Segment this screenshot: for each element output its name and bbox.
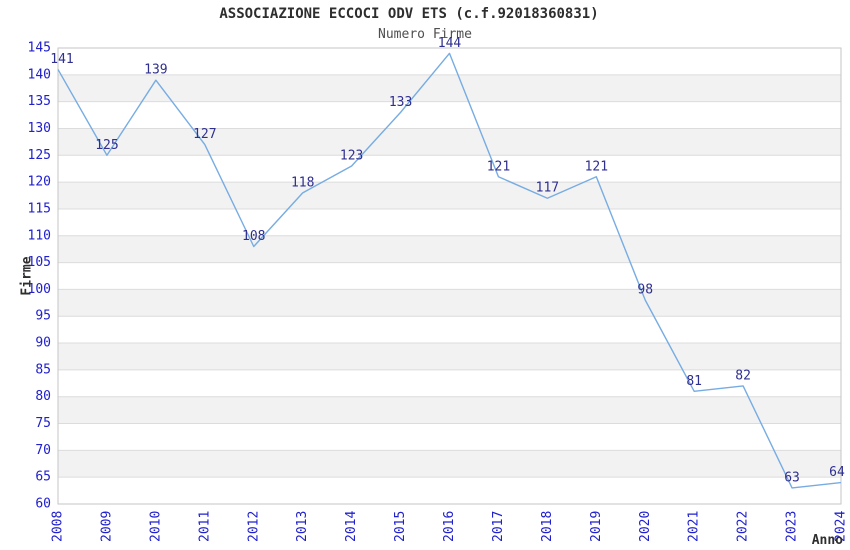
x-axis-title: Anno [811, 533, 843, 548]
grid-band [58, 450, 841, 478]
y-tick-label: 110 [28, 228, 51, 243]
data-point-label: 133 [389, 95, 412, 110]
y-tick-label: 105 [28, 255, 51, 270]
y-tick-label: 90 [35, 336, 51, 351]
grid-band [58, 396, 841, 424]
x-tick-label: 2024 [834, 511, 849, 542]
y-tick-label: 80 [35, 389, 51, 404]
x-tick-label: 2019 [589, 511, 604, 542]
data-point-label: 63 [784, 470, 800, 485]
grid-band [58, 289, 841, 317]
x-tick-label: 2008 [51, 511, 66, 542]
plot-border [57, 47, 842, 505]
x-tick-label: 2009 [99, 511, 114, 542]
y-tick-label: 85 [35, 362, 51, 377]
grid-band [58, 235, 841, 263]
grid-band [58, 48, 841, 75]
data-point-label: 123 [340, 149, 363, 164]
data-point-label: 121 [487, 159, 510, 174]
grid-band [58, 262, 841, 290]
data-point-label: 139 [144, 63, 167, 78]
chart-title: ASSOCIAZIONE ECCOCI ODV ETS (c.f.9201836… [219, 6, 599, 22]
y-tick-label: 140 [28, 67, 51, 82]
data-point-label: 64 [829, 465, 845, 480]
y-tick-label: 100 [28, 282, 51, 297]
x-tick-label: 2021 [687, 511, 702, 542]
grid-band [58, 316, 841, 344]
data-point-label: 98 [637, 283, 653, 298]
x-tick-label: 2013 [295, 511, 310, 542]
y-tick-label: 130 [28, 121, 51, 136]
grid-band [58, 369, 841, 397]
grid-band [58, 343, 841, 370]
y-tick-label: 95 [35, 309, 51, 324]
grid-band [58, 74, 841, 102]
y-axis-title: Firme [19, 256, 35, 296]
x-tick-label: 2023 [785, 511, 800, 542]
grid-band [58, 477, 841, 504]
grid-band [58, 208, 841, 236]
y-tick-label: 75 [35, 416, 51, 431]
grid-band [58, 423, 841, 451]
y-tick-label: 125 [28, 148, 51, 163]
data-line [57, 52, 842, 489]
y-tick-label: 120 [28, 175, 51, 190]
x-tick-label: 2017 [491, 511, 506, 542]
data-point-label: 81 [686, 374, 702, 389]
x-tick-label: 2011 [197, 511, 212, 542]
data-point-label: 121 [585, 159, 608, 174]
data-point-label: 127 [193, 127, 216, 142]
y-tick-label: 70 [35, 443, 51, 458]
y-tick-label: 115 [28, 201, 51, 216]
data-point-label: 117 [536, 181, 559, 196]
data-point-label: 141 [50, 52, 73, 67]
grid-band [58, 155, 841, 183]
x-tick-label: 2014 [344, 511, 359, 542]
x-tick-label: 2018 [540, 511, 555, 542]
x-tick-label: 2010 [148, 511, 163, 542]
x-tick-label: 2015 [393, 511, 408, 542]
data-point-label: 125 [95, 138, 118, 153]
y-tick-label: 65 [35, 470, 51, 485]
x-tick-label: 2022 [736, 511, 751, 542]
y-tick-label: 135 [28, 94, 51, 109]
grid-band [58, 182, 841, 209]
data-point-label: 82 [735, 368, 751, 383]
chart-subtitle: Numero Firme [378, 27, 472, 42]
data-point-label: 108 [242, 229, 265, 244]
x-tick-label: 2012 [246, 511, 261, 542]
x-tick-label: 2016 [442, 511, 457, 542]
data-point-label: 118 [291, 175, 314, 190]
y-tick-label: 60 [35, 497, 51, 512]
grid-band [58, 128, 841, 156]
data-point-label: 144 [438, 36, 462, 51]
y-tick-label: 145 [28, 41, 51, 56]
x-tick-label: 2020 [638, 511, 653, 542]
